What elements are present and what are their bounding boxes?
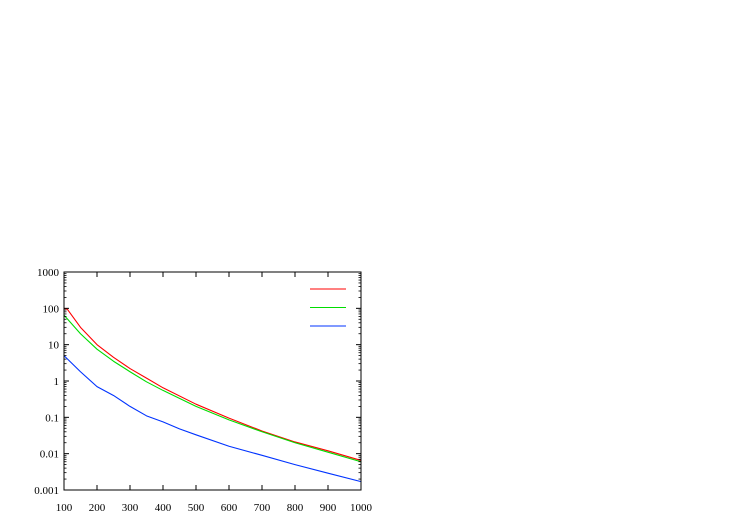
y-tick-label: 1: [54, 376, 60, 388]
x-tick-label: 200: [89, 502, 106, 514]
x-tick-label: 500: [188, 502, 205, 514]
y-tick-label: 0.1: [45, 412, 59, 424]
axes: 100 200 300 400 500 600 700 800 900 1000 0.001 0.01…: [34, 267, 372, 514]
x-tick-label: 100: [56, 502, 73, 514]
x-tick-label: 700: [254, 502, 271, 514]
x-tick-label: 300: [122, 502, 139, 514]
x-tick-label: 400: [155, 502, 172, 514]
y-tick-label: 1000: [37, 267, 60, 279]
series-line-2: [63, 314, 362, 463]
legend: [310, 288, 346, 327]
plot-area: [63, 307, 362, 483]
y-tick-label: 10: [48, 340, 60, 352]
x-tick-label: 900: [320, 502, 337, 514]
y-tick-label: 100: [43, 303, 60, 315]
x-tick-label: 600: [221, 502, 238, 514]
x-tick-label: 800: [287, 502, 304, 514]
y-tick-label: 0.01: [40, 449, 59, 461]
series-line-1: [63, 307, 362, 461]
series-line-3: [63, 355, 362, 483]
x-tick-label: 1000: [350, 502, 373, 514]
y-tick-label: 0.001: [34, 485, 59, 497]
plot-frame: [63, 271, 362, 491]
